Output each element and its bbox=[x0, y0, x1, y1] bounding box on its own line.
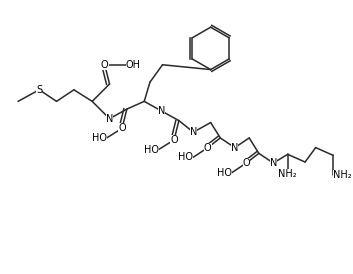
Text: OH: OH bbox=[126, 60, 141, 70]
Text: NH₂: NH₂ bbox=[333, 170, 352, 179]
Text: S: S bbox=[36, 85, 42, 95]
Text: HO: HO bbox=[217, 168, 232, 178]
Text: N: N bbox=[190, 127, 197, 137]
Text: N: N bbox=[158, 106, 165, 116]
Text: NH₂: NH₂ bbox=[279, 169, 297, 179]
Text: O: O bbox=[204, 142, 211, 153]
Text: O: O bbox=[170, 135, 178, 145]
Text: HO: HO bbox=[92, 133, 107, 143]
Text: O: O bbox=[101, 60, 108, 70]
Text: O: O bbox=[118, 123, 126, 133]
Text: HO: HO bbox=[144, 144, 158, 155]
Text: O: O bbox=[243, 158, 250, 168]
Text: N: N bbox=[231, 142, 239, 153]
Text: N: N bbox=[106, 114, 113, 124]
Text: HO: HO bbox=[178, 152, 193, 162]
Text: N: N bbox=[270, 158, 277, 168]
